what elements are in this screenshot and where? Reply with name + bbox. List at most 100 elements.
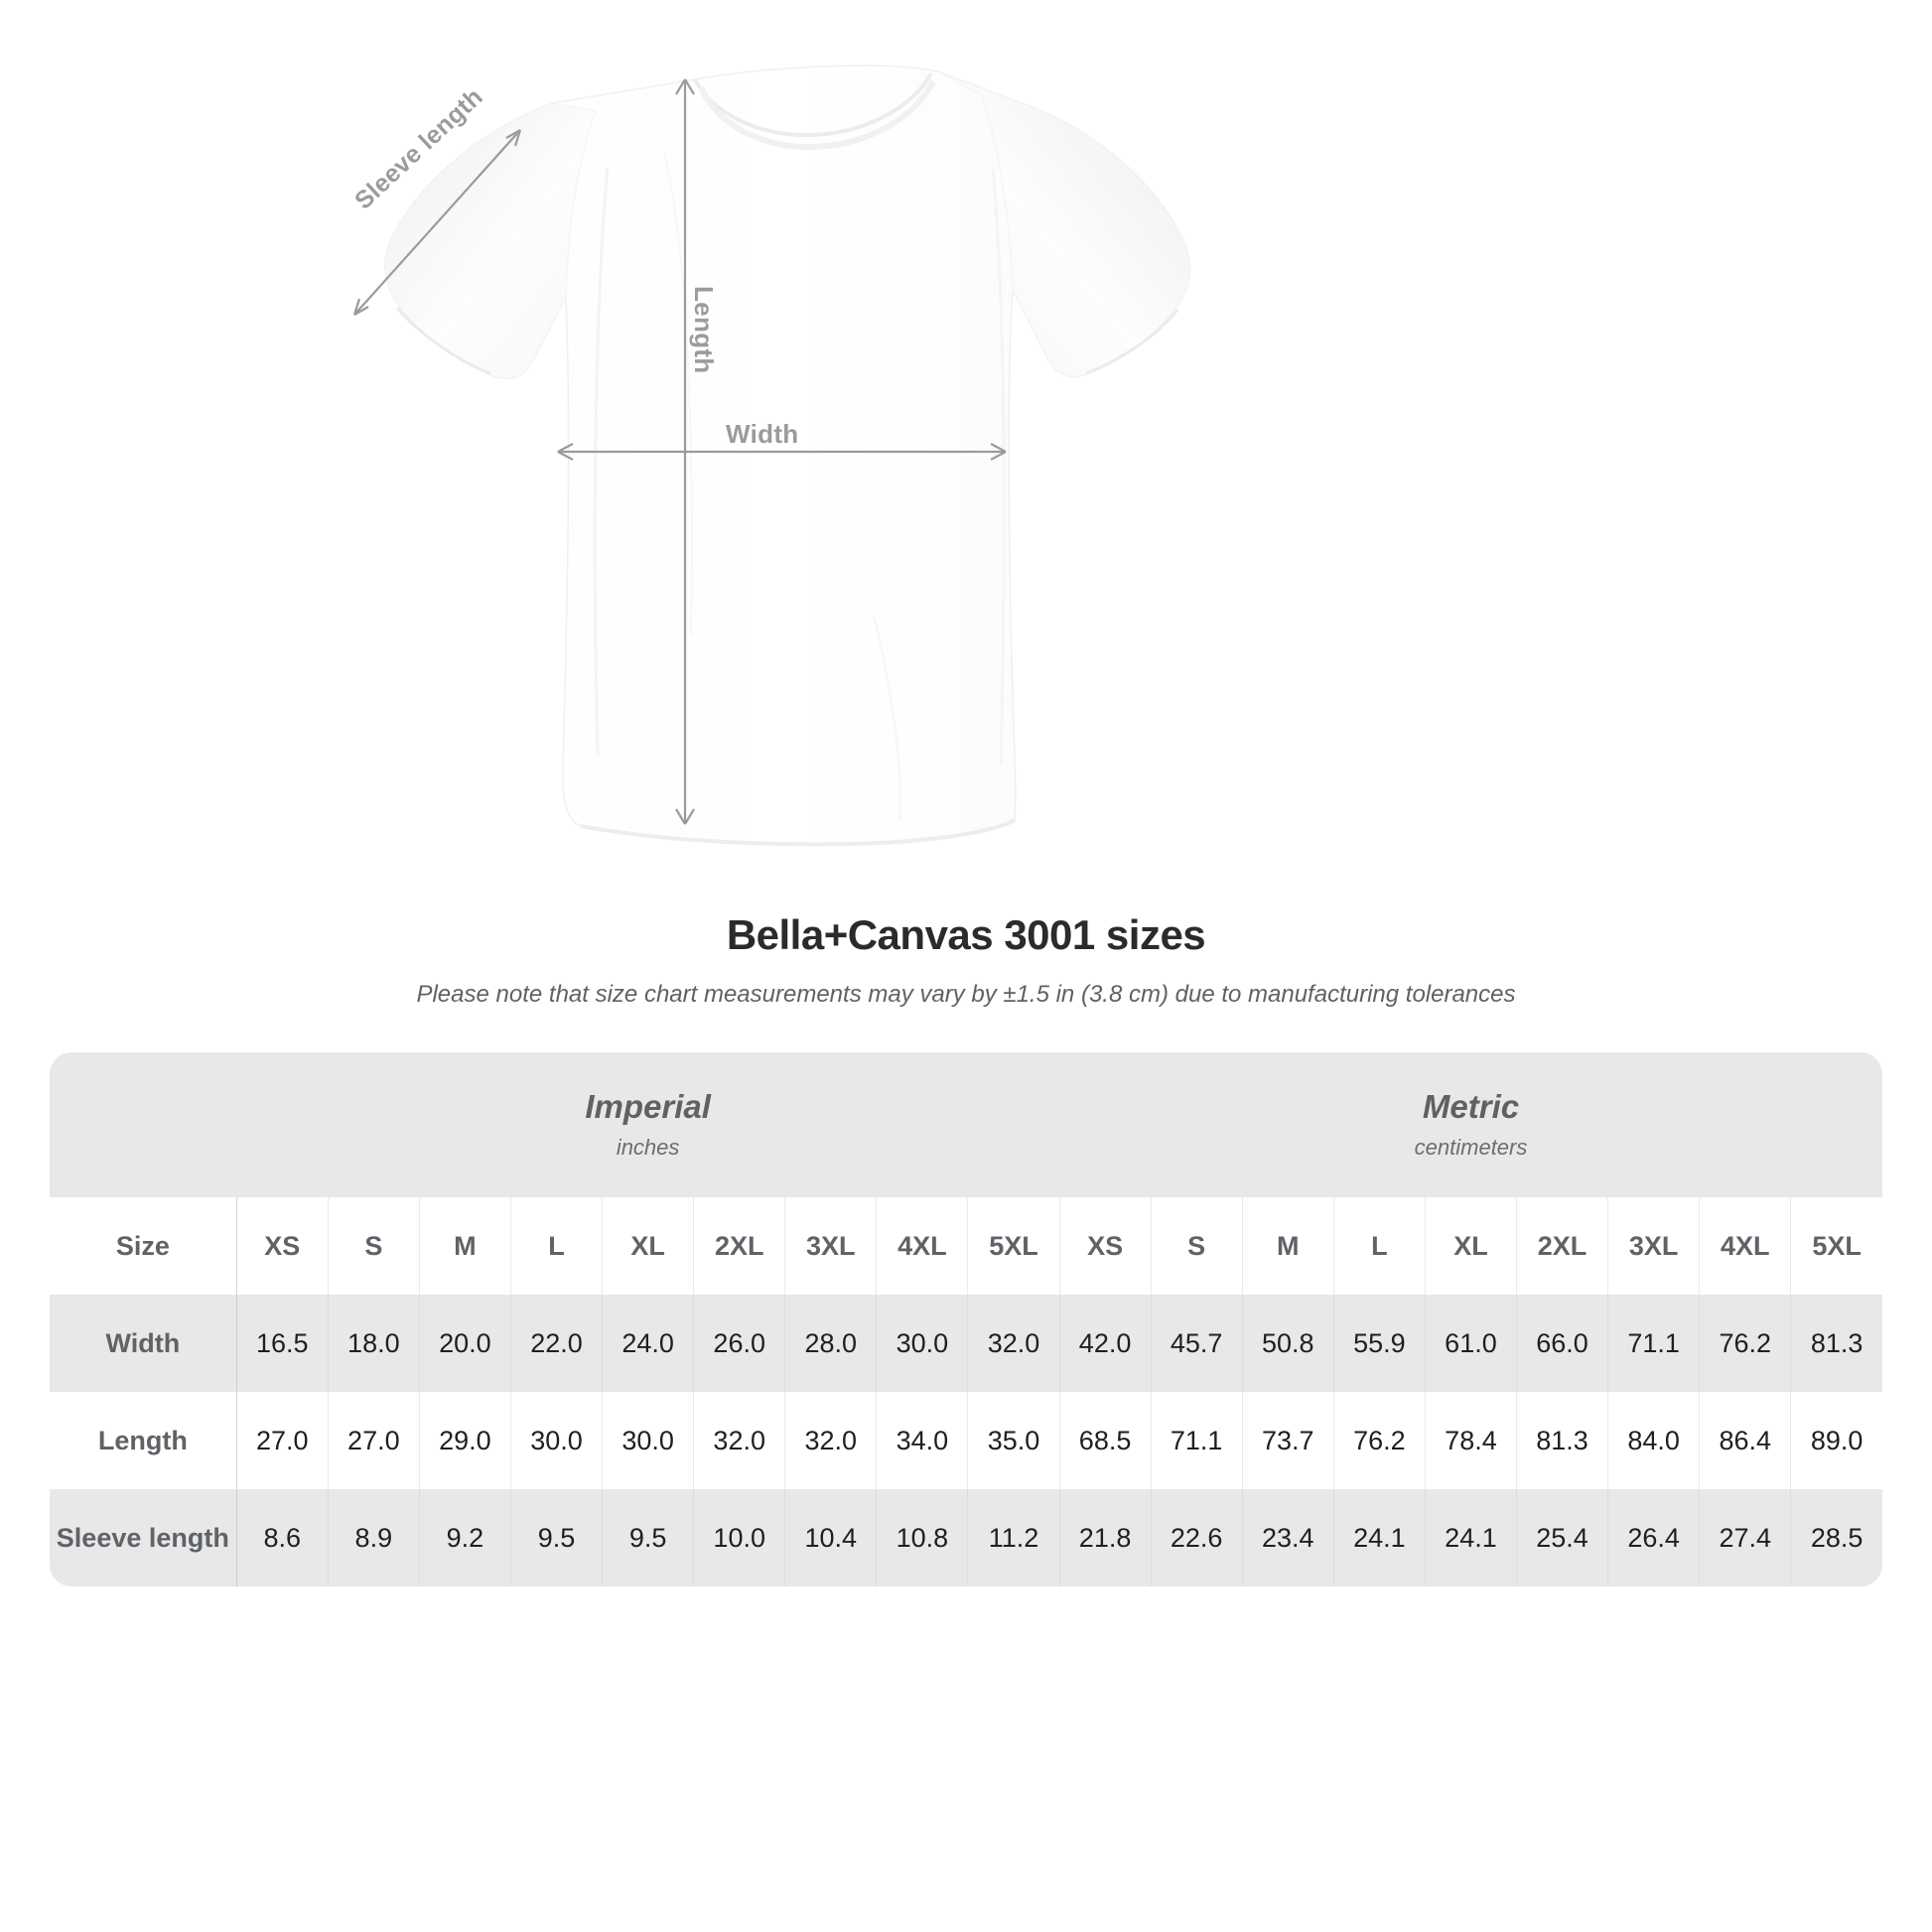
size-column-header: 4XL	[1699, 1197, 1792, 1295]
measurement-cell: 24.1	[1333, 1489, 1426, 1587]
measurement-cell: 8.6	[236, 1489, 329, 1587]
unit-header-imperial: Imperial inches	[236, 1052, 1060, 1197]
size-column-header: M	[1242, 1197, 1334, 1295]
measurement-cell: 34.0	[876, 1392, 969, 1489]
size-header-row: Size XS S M L XL 2XL 3XL 4XL 5XL XS S M L XL 2XL 3XL 4XL…	[50, 1197, 1882, 1295]
tshirt-drawing	[352, 65, 1191, 847]
page-title: Bella+Canvas 3001 sizes	[726, 911, 1206, 958]
size-column-header: 5XL	[967, 1197, 1060, 1295]
row-header-sleeve-length: Sleeve length	[50, 1489, 237, 1587]
size-column-header: XL	[1425, 1197, 1518, 1295]
size-column-header: 4XL	[876, 1197, 969, 1295]
measurement-cell: 30.0	[510, 1392, 604, 1489]
size-column-header: XS	[236, 1197, 329, 1295]
unit-header-metric: Metric centimeters	[1059, 1052, 1882, 1197]
measurement-cell: 26.4	[1607, 1489, 1701, 1587]
garment-illustration: Sleeve length Length Width	[0, 0, 1932, 894]
measurement-cell: 28.5	[1790, 1489, 1882, 1587]
measurement-cell: 9.2	[419, 1489, 511, 1587]
unit-name-metric: Metric	[1422, 1087, 1520, 1125]
measurement-cell: 27.4	[1699, 1489, 1792, 1587]
size-chart-table-wrapper: Imperial inches Metric centimeters Size …	[50, 1052, 1882, 1587]
measurement-cell: 27.0	[328, 1392, 420, 1489]
title-block: Bella+Canvas 3001 sizes Please note that…	[0, 894, 1932, 1009]
unit-group-header-row: Imperial inches Metric centimeters	[50, 1052, 1882, 1197]
measurement-cell: 89.0	[1790, 1392, 1882, 1489]
measurement-cell: 32.0	[784, 1392, 878, 1489]
measurement-cell: 27.0	[236, 1392, 329, 1489]
unit-sub-metric: centimeters	[1414, 1135, 1528, 1161]
measurement-cell: 8.9	[328, 1489, 420, 1587]
page-subtitle: Please note that size chart measurements…	[416, 981, 1516, 1008]
tshirt-shape	[384, 65, 1191, 847]
size-column-header: M	[419, 1197, 511, 1295]
measurement-cell: 9.5	[602, 1489, 695, 1587]
size-column-header: L	[510, 1197, 604, 1295]
size-column-header: 3XL	[784, 1197, 878, 1295]
size-column-header: XL	[602, 1197, 695, 1295]
measurement-cell: 71.1	[1151, 1392, 1243, 1489]
measurement-cell: 20.0	[419, 1295, 511, 1392]
table-row: Sleeve length 8.6 8.9 9.2 9.5 9.5 10.0 10.4 10.8…	[50, 1489, 1882, 1587]
measurement-cell: 22.0	[510, 1295, 604, 1392]
unit-sub-imperial: inches	[616, 1135, 680, 1161]
measurement-cell: 16.5	[236, 1295, 329, 1392]
measurement-cell: 32.0	[967, 1295, 1060, 1392]
unit-header-spacer	[50, 1052, 237, 1197]
table-row: Width 16.5 18.0 20.0 22.0 24.0 26.0 28.0 30.0 32.…	[50, 1295, 1882, 1392]
measurement-cell: 68.5	[1059, 1392, 1152, 1489]
measurement-cell: 30.0	[876, 1295, 969, 1392]
measurement-cell: 76.2	[1333, 1392, 1426, 1489]
measurement-cell: 76.2	[1699, 1295, 1792, 1392]
measurement-cell: 10.8	[876, 1489, 969, 1587]
measurement-cell: 30.0	[602, 1392, 695, 1489]
width-annotation: Width	[726, 419, 799, 449]
measurement-cell: 42.0	[1059, 1295, 1152, 1392]
measurement-cell: 26.0	[693, 1295, 786, 1392]
measurement-cell: 71.1	[1607, 1295, 1701, 1392]
row-header-length: Length	[50, 1392, 237, 1489]
measurement-cell: 11.2	[967, 1489, 1060, 1587]
column-header-size: Size	[50, 1197, 237, 1295]
measurement-cell: 18.0	[328, 1295, 420, 1392]
measurement-cell: 29.0	[419, 1392, 511, 1489]
table-row: Length 27.0 27.0 29.0 30.0 30.0 32.0 32.0 34.0 35…	[50, 1392, 1882, 1489]
measurement-cell: 61.0	[1425, 1295, 1518, 1392]
measurement-cell: 22.6	[1151, 1489, 1243, 1587]
measurement-cell: 81.3	[1516, 1392, 1609, 1489]
measurement-cell: 81.3	[1790, 1295, 1882, 1392]
sleeve-length-line	[353, 129, 521, 316]
measurement-cell: 32.0	[693, 1392, 786, 1489]
measurement-cell: 84.0	[1607, 1392, 1701, 1489]
measurement-cell: 50.8	[1242, 1295, 1334, 1392]
dimension-lines	[352, 78, 1007, 825]
size-column-header: L	[1333, 1197, 1426, 1295]
measurement-cell: 24.1	[1425, 1489, 1518, 1587]
unit-name-imperial: Imperial	[585, 1087, 711, 1125]
length-annotation: Length	[689, 286, 719, 374]
measurement-cell: 28.0	[784, 1295, 878, 1392]
measurement-cell: 45.7	[1151, 1295, 1243, 1392]
size-column-header: XS	[1059, 1197, 1152, 1295]
size-column-header: 5XL	[1790, 1197, 1882, 1295]
measurement-cell: 25.4	[1516, 1489, 1609, 1587]
size-column-header: S	[328, 1197, 420, 1295]
measurement-cell: 9.5	[510, 1489, 604, 1587]
size-column-header: S	[1151, 1197, 1243, 1295]
size-chart-table: Imperial inches Metric centimeters Size …	[50, 1052, 1882, 1587]
measurement-cell: 73.7	[1242, 1392, 1334, 1489]
measurement-cell: 35.0	[967, 1392, 1060, 1489]
measurement-cell: 10.4	[784, 1489, 878, 1587]
measurement-cell: 23.4	[1242, 1489, 1334, 1587]
size-column-header: 2XL	[1516, 1197, 1609, 1295]
measurement-cell: 55.9	[1333, 1295, 1426, 1392]
measurement-cell: 24.0	[602, 1295, 695, 1392]
measurement-cell: 78.4	[1425, 1392, 1518, 1489]
measurement-cell: 66.0	[1516, 1295, 1609, 1392]
measurement-cell: 21.8	[1059, 1489, 1152, 1587]
row-header-width: Width	[50, 1295, 237, 1392]
measurement-cell: 10.0	[693, 1489, 786, 1587]
size-column-header: 3XL	[1607, 1197, 1701, 1295]
measurement-cell: 86.4	[1699, 1392, 1792, 1489]
size-column-header: 2XL	[693, 1197, 786, 1295]
